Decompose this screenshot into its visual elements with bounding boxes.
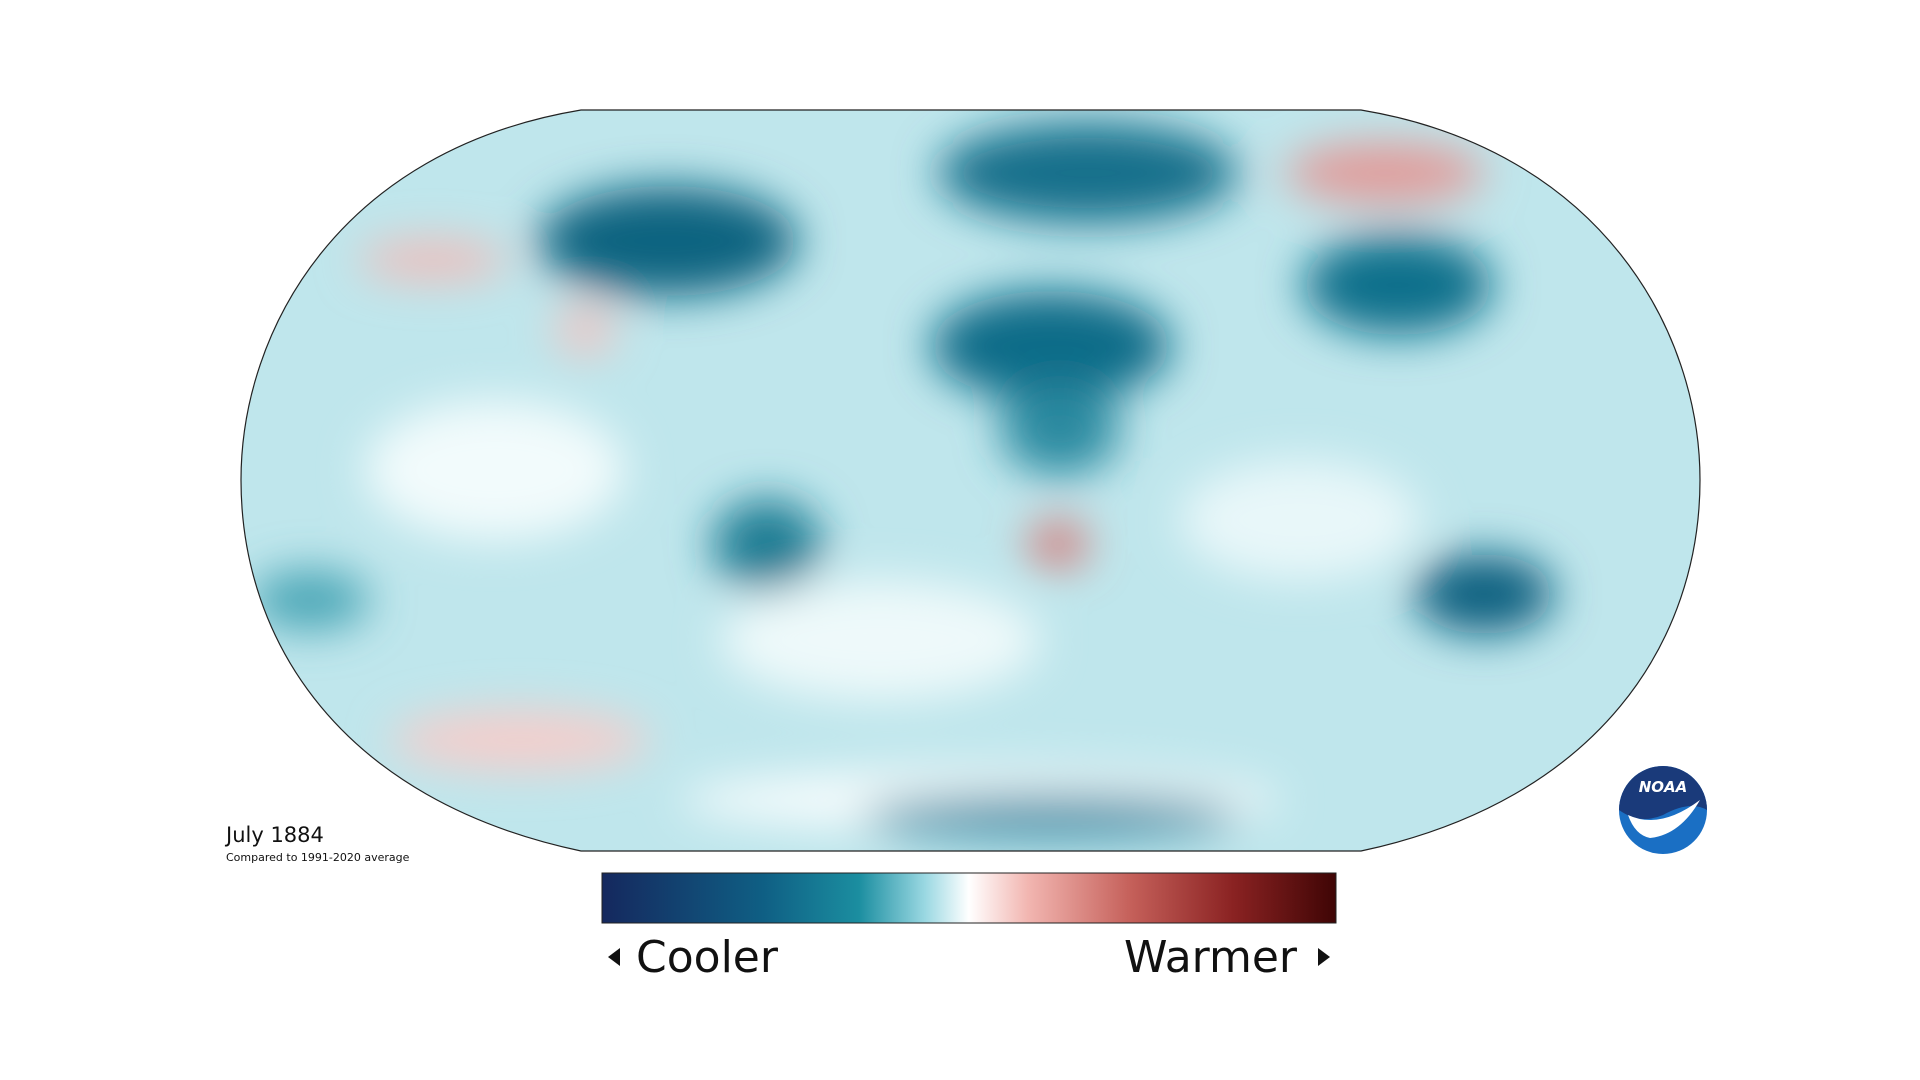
map-title: July 1884 <box>224 823 324 847</box>
legend-low-label: Cooler <box>636 932 779 983</box>
noaa-logo: NOAA <box>1619 766 1707 854</box>
map-outline <box>240 109 1701 852</box>
anomaly-map <box>241 110 1700 851</box>
left-arrow <box>608 948 620 966</box>
legend-high-label: Warmer <box>1124 932 1298 983</box>
right-arrow <box>1318 948 1330 966</box>
map-subtitle: Compared to 1991-2020 average <box>226 851 410 864</box>
color-scale <box>601 872 1337 924</box>
logo-text: NOAA <box>1639 778 1688 796</box>
